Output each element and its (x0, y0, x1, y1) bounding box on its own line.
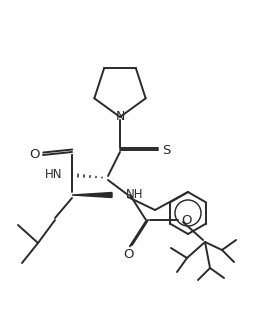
Text: O: O (30, 149, 40, 162)
Text: HN: HN (45, 168, 62, 182)
Text: NH: NH (126, 188, 143, 202)
Text: O: O (181, 213, 191, 227)
Text: S: S (162, 144, 170, 157)
Text: N: N (115, 110, 125, 124)
Polygon shape (72, 193, 112, 197)
Text: O: O (123, 248, 133, 261)
